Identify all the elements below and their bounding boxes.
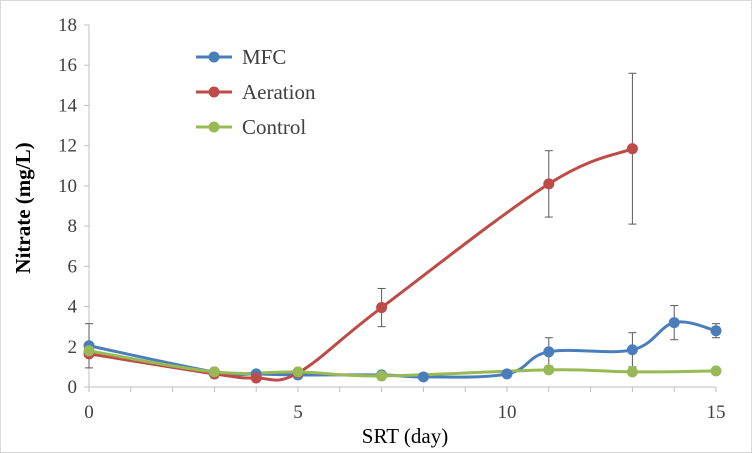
markers (83, 143, 722, 384)
x-axis-title: SRT (day) (362, 424, 448, 448)
series-lines (87, 147, 718, 382)
aeration-data-point (543, 178, 555, 190)
legend-control-marker (208, 121, 220, 133)
legend-aeration-label: Aeration (242, 80, 316, 104)
aeration-data-point (626, 143, 638, 155)
y-tick-label: 2 (68, 337, 78, 358)
control-data-point (710, 365, 722, 377)
control-data-point (208, 366, 220, 378)
x-tick-label: 15 (707, 402, 726, 423)
y-tick-label: 16 (58, 55, 77, 76)
y-tick-label: 14 (58, 95, 78, 116)
mfc-data-point (543, 346, 555, 358)
aeration-data-point (376, 302, 388, 314)
axes: 0 2 4 6 8 10 12 14 16 18 0 5 10 15 (58, 15, 726, 423)
error-bars (85, 72, 720, 369)
control-data-point (626, 366, 638, 378)
y-tick-label: 0 (68, 377, 78, 398)
x-tick-label: 5 (293, 402, 303, 423)
control-data-point (83, 345, 95, 357)
y-tick-label: 6 (68, 256, 78, 277)
legend-aeration-marker (208, 86, 220, 98)
control-data-point (543, 364, 555, 376)
legend-mfc-marker (208, 51, 220, 63)
y-tick-label: 4 (68, 297, 78, 318)
legend-control-label: Control (242, 115, 306, 139)
control-data-point (376, 370, 388, 382)
legend-mfc-label: MFC (242, 45, 286, 69)
mfc-data-point (501, 368, 513, 380)
mfc-data-point (626, 344, 638, 356)
y-tick-label: 8 (68, 216, 78, 237)
y-tick-label: 12 (58, 136, 77, 157)
control-series-line (87, 349, 718, 378)
y-tick-label: 18 (58, 15, 77, 36)
aeration-data-point (250, 372, 262, 384)
x-tick-label: 10 (498, 402, 517, 423)
y-tick-label: 10 (58, 176, 77, 197)
mfc-data-point (417, 371, 429, 383)
mfc-data-point (668, 317, 680, 329)
control-data-point (292, 366, 304, 378)
x-tick-label: 0 (84, 402, 94, 423)
y-axis-title: Nitrate (mg/L) (11, 142, 35, 273)
legend: MFC Aeration Control (196, 45, 316, 139)
mfc-data-point (710, 325, 722, 337)
